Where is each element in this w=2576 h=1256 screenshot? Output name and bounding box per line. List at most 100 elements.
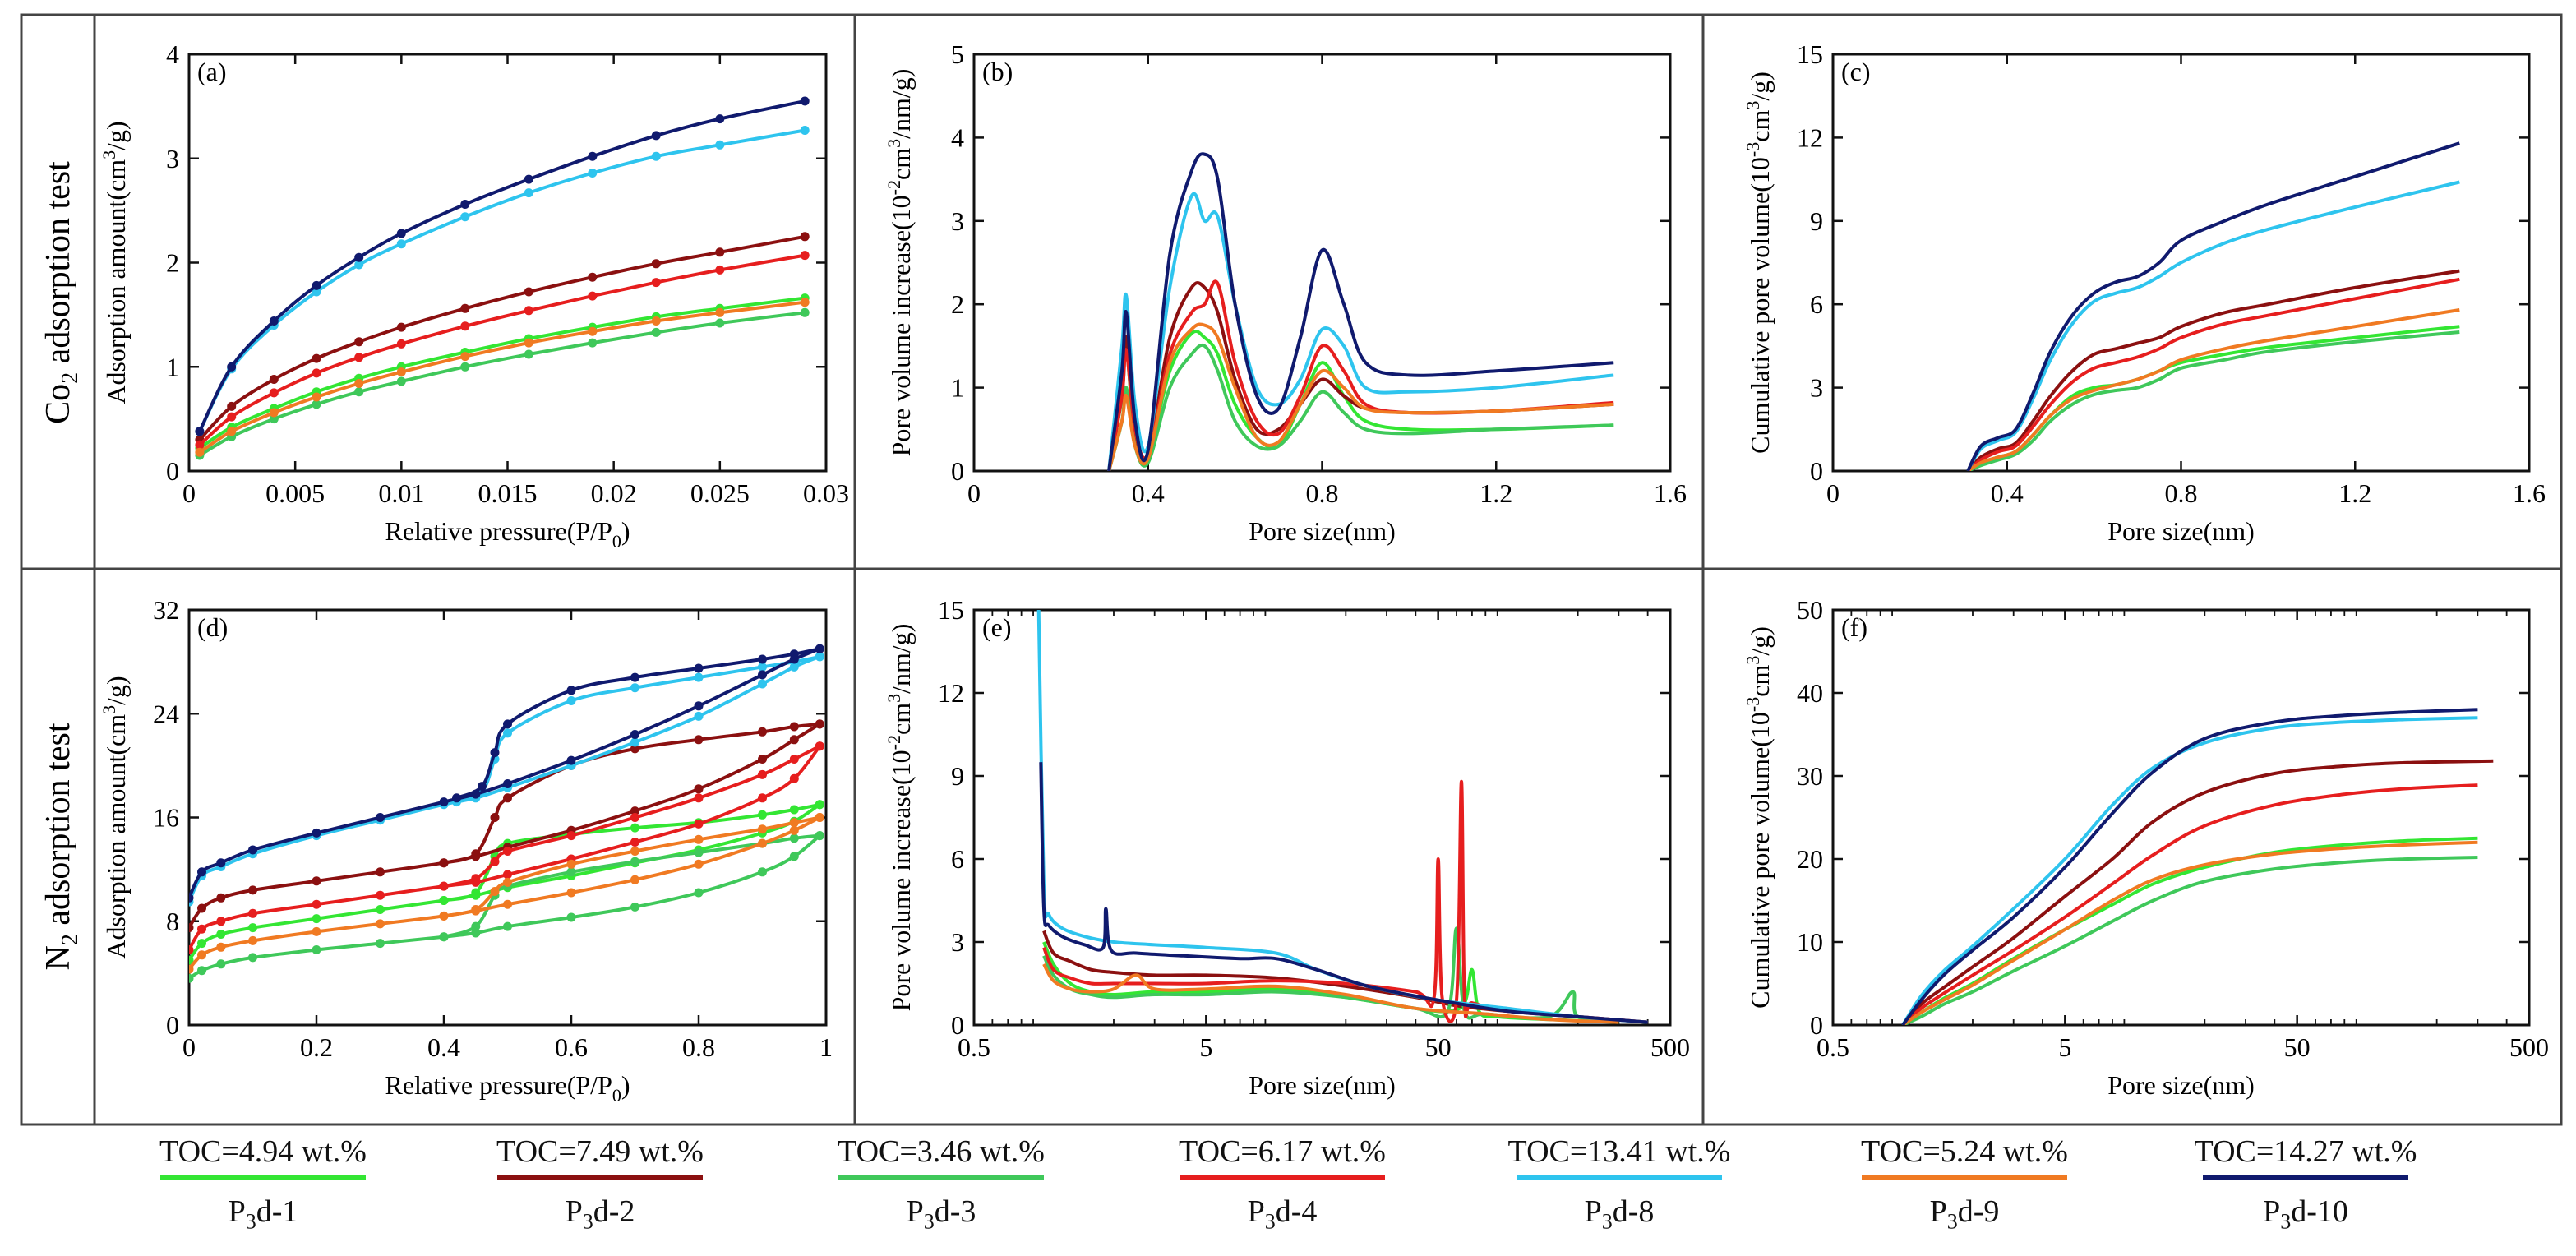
data-point	[588, 169, 598, 178]
y-tick-label: 50	[1797, 595, 1823, 625]
series-group	[189, 644, 824, 983]
series-line-P3d-4	[1107, 279, 1614, 471]
data-point	[715, 265, 725, 275]
data-point	[694, 672, 704, 682]
data-point	[800, 307, 810, 317]
legend-toc-label: TOC=14.27 wt.%	[2194, 1134, 2417, 1169]
series-line-P3d-10	[1966, 141, 2460, 471]
series-line-P3d-9	[1901, 840, 2478, 1025]
data-point	[503, 779, 512, 788]
data-point	[524, 349, 533, 359]
y-tick-label: 24	[153, 699, 179, 728]
x-tick-label: 0.5	[958, 1032, 990, 1062]
data-point	[758, 867, 767, 877]
data-point	[715, 140, 725, 150]
chart-panels: (a)0 0.005 0.01 0.015 0.02 0.025 0.0301234Rela…	[99, 39, 2549, 1106]
data-point	[503, 793, 512, 803]
row-label-co2: Co2 adsorption test	[39, 161, 83, 424]
panel-tag: (d)	[197, 612, 228, 642]
data-point	[789, 805, 799, 815]
data-point	[312, 828, 321, 838]
data-point	[566, 912, 576, 922]
legend-sample-label: P3d-8	[1584, 1194, 1655, 1234]
series-line-P3d-9	[1966, 308, 2460, 471]
data-point	[439, 858, 449, 868]
legend-item-P3d-4: TOC=6.17 wt.% P3d-4	[1159, 1133, 1406, 1241]
legend-item-P3d-10: TOC=14.27 wt.% P3d-10	[2182, 1133, 2429, 1241]
x-tick-label: 0.8	[1306, 478, 1339, 508]
x-tick-label: 0.025	[690, 478, 750, 508]
data-point	[815, 644, 824, 653]
data-point	[815, 813, 824, 822]
legend-sample-label: P3d-2	[565, 1194, 635, 1234]
data-point	[269, 408, 279, 418]
data-point	[189, 973, 194, 983]
series-line-P3d-10	[1901, 708, 2478, 1025]
y-tick-label: 30	[1797, 761, 1823, 791]
series-line-P3d-2	[1107, 281, 1614, 471]
x-tick-label: 0.005	[265, 478, 325, 508]
data-point	[524, 306, 533, 316]
figure: Co2 adsorption test N2 adsorption test (…	[20, 13, 2563, 1126]
y-axis-label: Adsorption amount(cm3/g)	[99, 676, 131, 958]
legend-sample-label: P3d-9	[1929, 1194, 2000, 1234]
series-line-P3d-9	[1042, 963, 1619, 1024]
data-point	[789, 825, 799, 835]
data-point	[452, 793, 461, 803]
data-point	[694, 847, 704, 857]
data-point	[248, 953, 257, 963]
x-tick-label: 0.6	[555, 1032, 588, 1062]
x-tick-label: 5	[1199, 1032, 1212, 1062]
y-tick-label: 2	[166, 248, 179, 278]
data-point	[396, 339, 406, 349]
y-tick-label: 0	[166, 1010, 179, 1040]
series-line-P3d-8	[198, 128, 806, 432]
data-point	[354, 252, 364, 262]
data-point	[227, 412, 237, 422]
y-tick-label: 6	[951, 844, 964, 874]
series-line-P3d-3	[1902, 856, 2478, 1025]
data-point	[216, 917, 226, 926]
data-point	[227, 401, 237, 411]
data-point	[396, 239, 406, 249]
chart-panel-b: (b) 0 0.4 0.8 1.2 1.6 0 1 2 3 4 5 Pore size(nm) Pore …	[884, 39, 1687, 546]
data-point	[312, 899, 321, 909]
data-point	[248, 923, 257, 933]
series-line-P3d-4	[1901, 783, 2478, 1025]
x-tick-label: 0.4	[1132, 478, 1165, 508]
data-point	[197, 939, 206, 949]
data-point	[216, 930, 226, 939]
data-point	[269, 375, 279, 384]
data-point	[189, 945, 194, 954]
plot-area-frame	[972, 608, 1672, 1027]
panel-tag: (f)	[1841, 612, 1867, 642]
x-tick-label: 1.6	[2513, 478, 2546, 508]
data-point	[630, 875, 639, 884]
x-tick-label: 0	[1826, 478, 1840, 508]
x-tick-label: 1.2	[1480, 478, 1512, 508]
y-axis-label: Cumulative pore volume(10-3cm3/g)	[1743, 72, 1775, 454]
y-tick-label: 0	[1810, 456, 1823, 486]
series-line-P3d-2	[198, 234, 806, 441]
x-tick-label: 50	[2284, 1032, 2311, 1062]
data-point	[789, 755, 799, 764]
data-point	[758, 679, 767, 689]
data-point	[396, 367, 406, 377]
x-tick-label: 5	[2058, 1032, 2071, 1062]
data-point	[312, 368, 321, 378]
data-point	[439, 797, 449, 807]
data-point	[376, 919, 385, 929]
data-point	[503, 728, 512, 738]
x-tick-label: 0	[182, 1032, 196, 1062]
y-axis-label: Adsorption amount(cm3/g)	[99, 121, 131, 404]
data-point	[630, 672, 639, 682]
series-line-P3d-10-desorption	[455, 647, 820, 800]
data-point	[789, 833, 799, 843]
data-point	[312, 353, 321, 363]
series-line-P3d-8-adsorption	[189, 654, 821, 903]
series-line-P3d-2	[1966, 269, 2460, 471]
data-point	[248, 908, 257, 918]
series-line-P3d-8	[1036, 610, 1648, 1024]
data-point	[460, 362, 470, 372]
series-line-P3d-10	[1039, 762, 1648, 1024]
